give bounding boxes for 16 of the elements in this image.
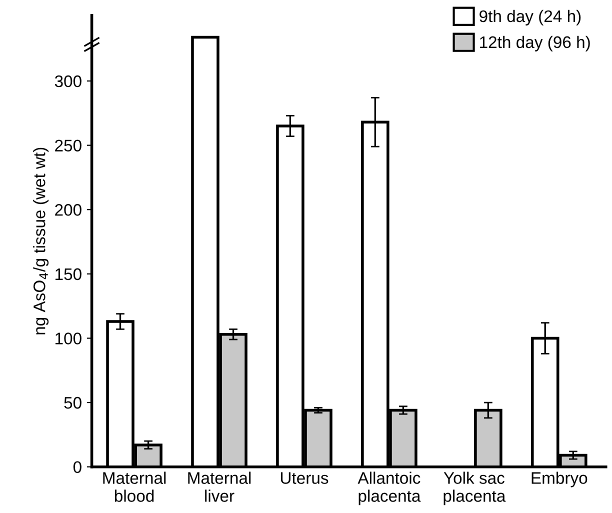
y-tick-label: 0: [73, 461, 82, 474]
x-tick-label: Allantoic placenta: [358, 472, 421, 506]
x-tick-label: Maternal liver: [188, 472, 251, 502]
legend-label: 9th day (24 h): [480, 10, 581, 26]
y-tick-label: 250: [55, 140, 82, 152]
y-tick-label: 100: [56, 332, 82, 344]
x-tick-label: Maternal blood: [103, 472, 166, 502]
x-tick-label: Embryo: [532, 472, 588, 488]
y-tick-label: 200: [55, 204, 82, 216]
y-tick-label: 50: [64, 396, 82, 409]
legend-label: 12th day (96 h): [480, 36, 590, 52]
y-tick-label: 300: [54, 75, 82, 88]
y-axis-title: ng AsO$_{4}$/g tissue (wet wt): [33, 148, 49, 334]
x-tick-label: Uterus: [280, 472, 328, 484]
y-tick-label: 150: [56, 268, 82, 280]
x-tick-label: Yolk sac placenta: [444, 472, 506, 506]
